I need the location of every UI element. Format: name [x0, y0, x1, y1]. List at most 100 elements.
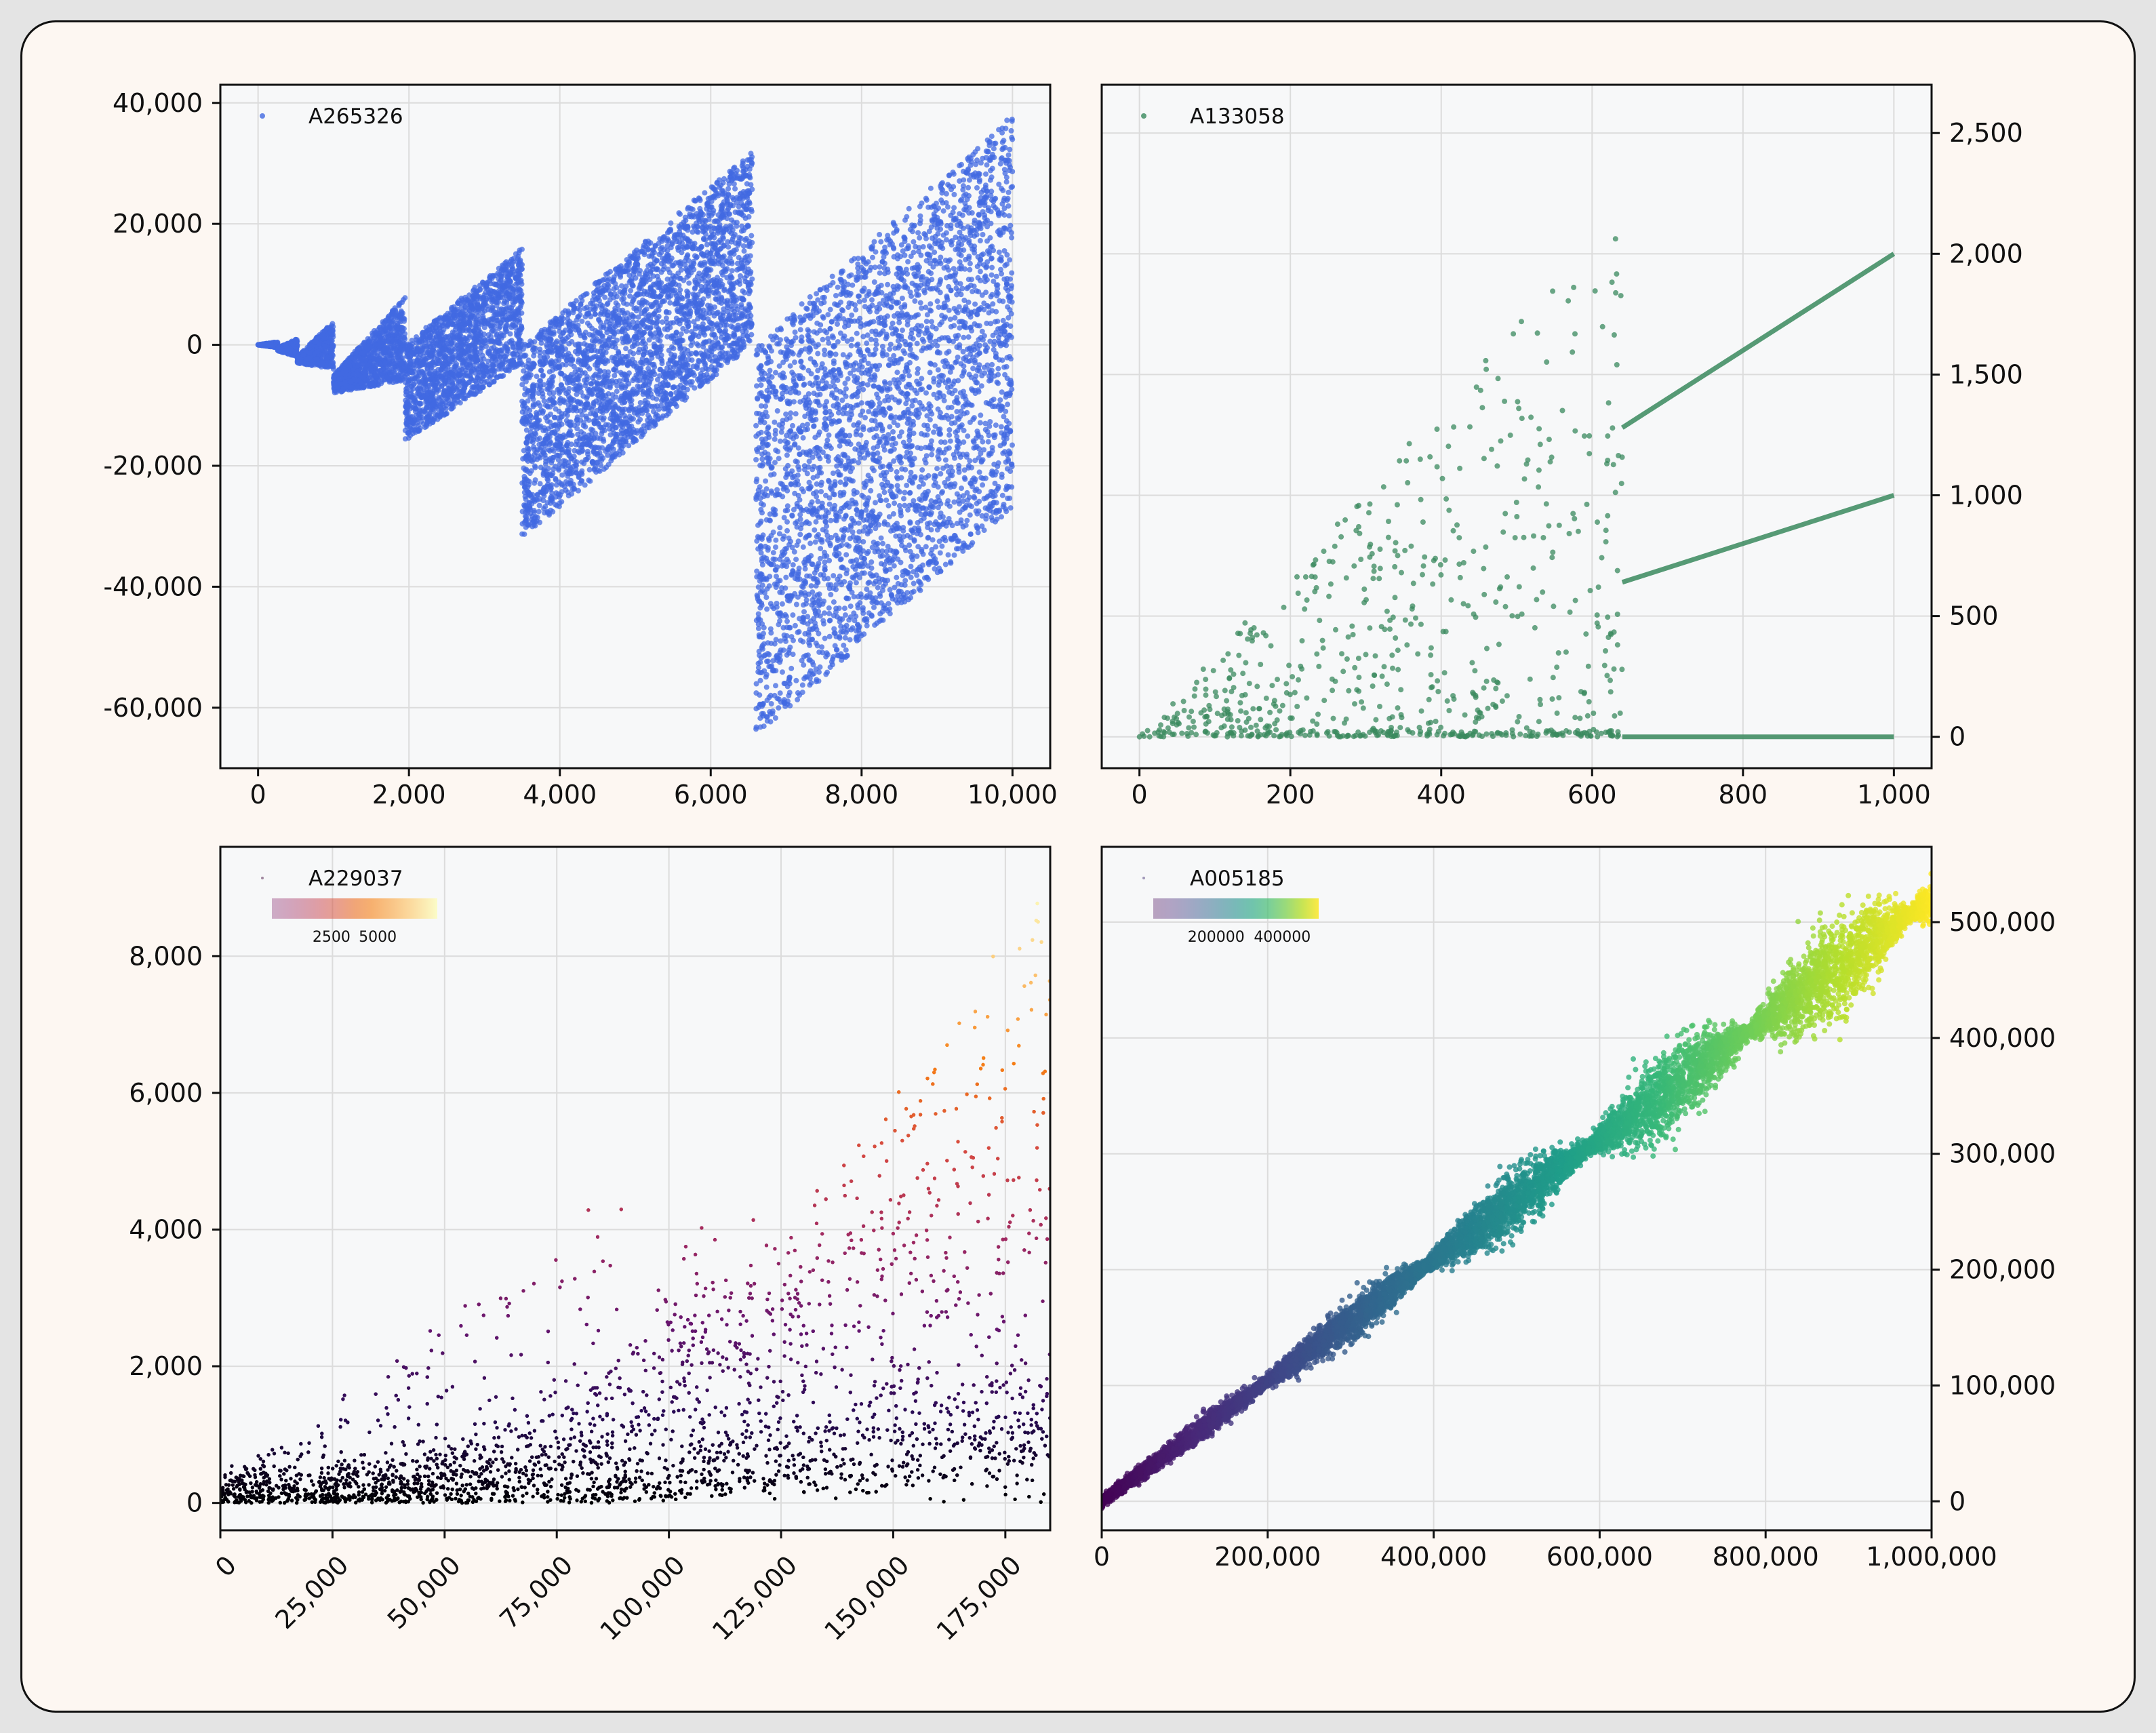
- data-point: [503, 367, 509, 374]
- data-point: [424, 327, 431, 333]
- data-point: [390, 365, 396, 371]
- data-point: [488, 307, 494, 313]
- data-point: [456, 370, 462, 376]
- data-point: [300, 352, 306, 358]
- data-point: [480, 313, 486, 319]
- data-point: [442, 378, 448, 384]
- data-point: [415, 393, 421, 399]
- data-point: [445, 311, 451, 317]
- data-point: [488, 338, 494, 344]
- data-point: [450, 320, 456, 326]
- data-point: [483, 283, 490, 289]
- data-point: [499, 262, 505, 268]
- data-point: [348, 378, 354, 384]
- data-point: [457, 323, 463, 329]
- data-point: [356, 385, 361, 391]
- data-point: [519, 246, 525, 252]
- data-point: [285, 345, 291, 351]
- data-point: [443, 340, 450, 346]
- data-point: [334, 389, 340, 395]
- data-point: [414, 400, 420, 406]
- data-point: [363, 378, 370, 384]
- data-point: [361, 384, 367, 391]
- data-point: [355, 347, 360, 353]
- data-point: [734, 260, 740, 266]
- data-point: [731, 181, 737, 187]
- data-point: [475, 375, 481, 381]
- data-point: [475, 288, 481, 294]
- data-point: [726, 181, 732, 187]
- data-point: [471, 356, 476, 362]
- data-point: [488, 334, 494, 340]
- data-point: [468, 323, 474, 329]
- data-point: [315, 334, 321, 340]
- data-point: [421, 380, 427, 386]
- data-point: [571, 363, 577, 370]
- data-point: [426, 335, 433, 341]
- data-point: [503, 322, 509, 328]
- data-point: [490, 353, 496, 359]
- data-point: [370, 330, 376, 336]
- data-point: [499, 332, 505, 338]
- data-point: [330, 363, 336, 370]
- data-point: [433, 334, 439, 340]
- data-point: [431, 339, 437, 345]
- data-point: [579, 318, 585, 324]
- data-point: [452, 357, 458, 363]
- data-point: [487, 323, 494, 329]
- data-point: [312, 339, 317, 345]
- data-point: [477, 357, 483, 363]
- chart-panel-1: 0 2,000 4,000 6,000 8,000 10,00040,00020,0000…: [103, 83, 1058, 810]
- data-point: [465, 355, 471, 361]
- data-point: [450, 388, 456, 394]
- data-point: [725, 186, 732, 192]
- data-point: [330, 343, 336, 349]
- data-point: [384, 374, 390, 380]
- data-point: [740, 158, 746, 164]
- data-point: [439, 383, 445, 389]
- data-point: [744, 260, 751, 266]
- data-points: [255, 117, 1016, 732]
- data-point: [506, 315, 513, 321]
- data-point: [427, 395, 433, 401]
- data-point: [500, 317, 506, 323]
- data-point: [488, 345, 494, 351]
- data-point: [316, 341, 322, 347]
- data-point: [358, 380, 364, 386]
- data-point: [391, 371, 397, 377]
- data-point: [460, 391, 466, 397]
- data-point: [489, 329, 495, 334]
- data-point: [435, 357, 441, 363]
- data-point: [393, 351, 399, 357]
- data-point: [456, 331, 462, 337]
- data-point: [502, 354, 508, 359]
- data-point: [436, 322, 442, 328]
- data-point: [492, 312, 498, 318]
- data-point: [332, 382, 338, 388]
- data-point: [507, 339, 513, 344]
- data-point: [429, 360, 435, 366]
- data-point: [407, 343, 414, 349]
- data-point: [398, 315, 404, 321]
- data-point: [475, 309, 481, 315]
- data-point: [481, 294, 487, 300]
- data-point: [495, 340, 501, 346]
- data-point: [450, 381, 456, 387]
- data-point: [368, 367, 374, 373]
- data-point: [362, 370, 368, 376]
- data-point: [426, 371, 433, 377]
- data-point: [454, 342, 460, 348]
- data-point: [676, 282, 682, 288]
- data-point: [512, 294, 518, 300]
- data-point: [346, 359, 353, 365]
- data-point: [470, 362, 476, 368]
- data-point: [418, 418, 424, 424]
- data-point: [384, 354, 391, 360]
- data-point: [377, 338, 383, 344]
- data-point: [497, 283, 503, 290]
- data-point: [492, 296, 498, 302]
- data-point: [473, 319, 479, 325]
- data-point: [514, 309, 520, 315]
- data-point: [433, 383, 438, 389]
- data-point: [435, 367, 441, 372]
